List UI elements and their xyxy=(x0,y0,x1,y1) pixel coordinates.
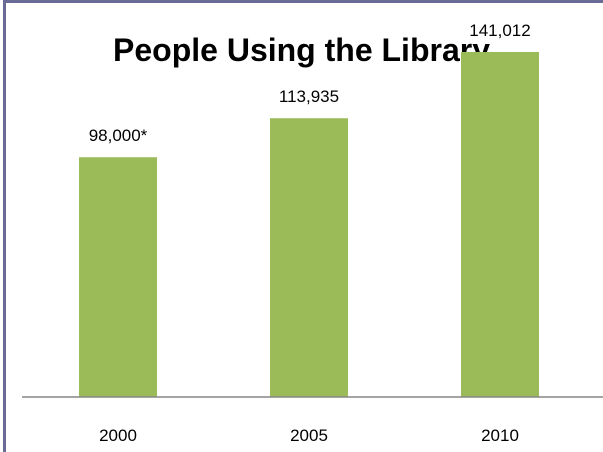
bar-2000 xyxy=(79,157,157,397)
data-label-2005: 113,935 xyxy=(279,87,339,106)
x-tick-label-2005: 2005 xyxy=(290,426,328,445)
bar-2005 xyxy=(270,118,348,397)
bar-2010 xyxy=(461,51,539,398)
chart-title: People Using the Library xyxy=(113,32,490,68)
slide-frame-top xyxy=(3,0,603,3)
data-label-2000: 98,000* xyxy=(89,126,148,145)
slide-frame-left xyxy=(3,0,6,452)
data-label-2010: 141,012 xyxy=(469,21,530,40)
x-tick-label-2000: 2000 xyxy=(99,426,137,445)
x-tick-label-2010: 2010 xyxy=(481,426,519,445)
